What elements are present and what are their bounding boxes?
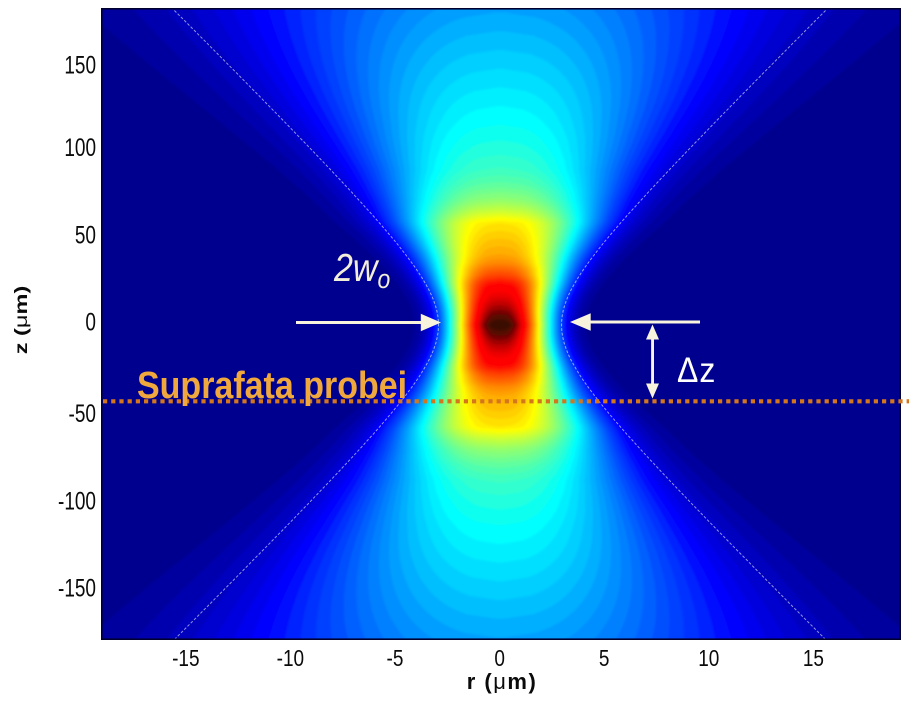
svg-text:150: 150 [64, 51, 96, 79]
svg-text:Suprafata probei: Suprafata probei [137, 363, 407, 406]
svg-text:0: 0 [85, 308, 96, 336]
svg-text:-15: -15 [172, 647, 199, 672]
svg-text:-10: -10 [277, 647, 304, 672]
svg-text:Δz: Δz [677, 352, 716, 391]
svg-text:-150: -150 [58, 574, 96, 602]
svg-text:-50: -50 [69, 400, 96, 428]
svg-text:0: 0 [494, 647, 505, 672]
svg-text:-100: -100 [58, 487, 96, 515]
svg-text:50: 50 [75, 221, 96, 249]
svg-text:z (μm): z (μm) [12, 286, 32, 355]
svg-text:r (μm): r (μm) [467, 669, 538, 694]
svg-text:-5: -5 [387, 647, 404, 672]
svg-text:10: 10 [698, 647, 719, 672]
svg-text:100: 100 [64, 134, 96, 162]
svg-text:15: 15 [803, 647, 824, 672]
svg-text:5: 5 [599, 647, 610, 672]
